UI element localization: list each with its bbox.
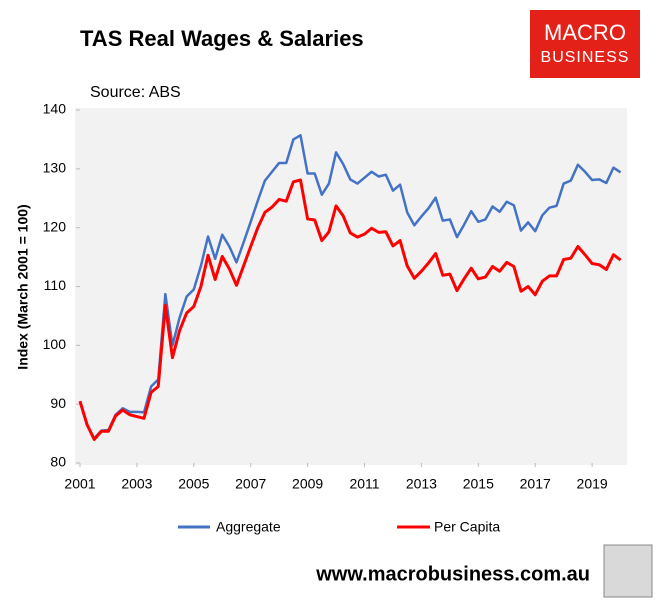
y-tick-label: 120	[43, 218, 67, 234]
x-tick-label: 2013	[406, 476, 437, 492]
series-line	[78, 134, 622, 440]
y-tick-label: 90	[50, 395, 66, 411]
y-axis-label: Index (March 2001 = 100)	[15, 204, 31, 369]
logo-box	[530, 10, 640, 78]
subtitle: Source: ABS	[90, 84, 181, 101]
x-tick-label: 2005	[178, 476, 209, 492]
logo-text: MACRO	[544, 20, 626, 45]
x-tick-label: 2015	[463, 476, 494, 492]
series-line	[78, 178, 622, 441]
x-tick-label: 2009	[292, 476, 323, 492]
y-tick-label: 130	[43, 160, 67, 176]
x-tick-label: 2017	[520, 476, 551, 492]
x-tick-label: 2019	[577, 476, 608, 492]
plot-area	[75, 108, 627, 465]
x-tick-label: 2011	[349, 476, 379, 492]
logo-text: BUSINESS	[541, 49, 630, 66]
y-tick-label: 100	[43, 336, 67, 352]
y-tick-label: 80	[50, 454, 66, 470]
footer-url: www.macrobusiness.com.au	[315, 563, 590, 585]
x-tick-label: 2007	[235, 476, 266, 492]
x-tick-label: 2001	[64, 476, 95, 492]
chart-title: TAS Real Wages & Salaries	[80, 26, 364, 51]
x-tick-label: 2003	[121, 476, 152, 492]
y-tick-label: 110	[44, 277, 67, 293]
y-tick-label: 140	[43, 101, 67, 117]
legend-label: Aggregate	[216, 519, 281, 535]
legend-label: Per Capita	[434, 519, 500, 535]
wolf-logo	[603, 544, 653, 598]
